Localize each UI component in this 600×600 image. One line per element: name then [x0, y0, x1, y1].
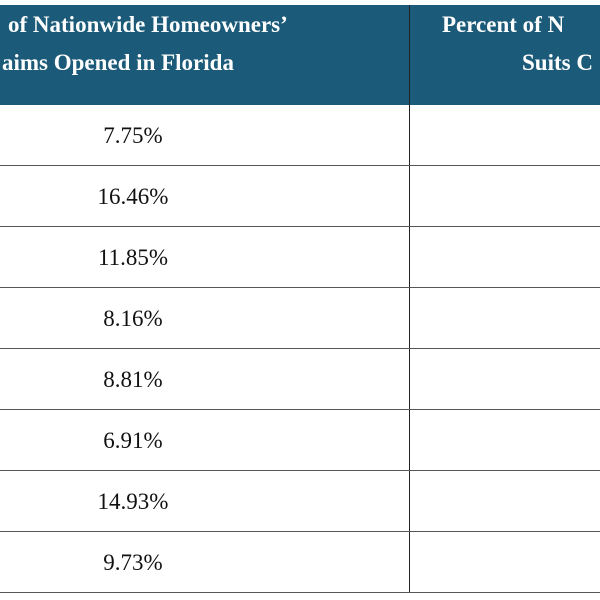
row-divider: [0, 470, 600, 471]
row-divider: [0, 287, 600, 288]
header-text: Percent of N: [442, 12, 565, 37]
cell-value: 7.75%: [103, 123, 163, 148]
row-divider: [0, 409, 600, 410]
cell-value: 16.46%: [97, 184, 169, 209]
table-header: [0, 5, 600, 105]
row-divider: [0, 592, 600, 593]
cell-value: 9.73%: [103, 550, 163, 575]
row-divider: [0, 226, 600, 227]
header-text: of Nationwide Homeowners’: [8, 12, 288, 37]
header-text: aims Opened in Florida: [2, 50, 234, 75]
row-divider: [0, 348, 600, 349]
cell-value: 8.16%: [103, 306, 163, 331]
row-divider: [0, 531, 600, 532]
cell-value: 14.93%: [97, 489, 169, 514]
header-text: Suits C: [522, 50, 593, 75]
cell-value: 8.81%: [103, 367, 163, 392]
cell-value: 11.85%: [97, 245, 169, 270]
row-divider: [0, 165, 600, 166]
cell-value: 6.91%: [103, 428, 163, 453]
column-divider: [409, 5, 410, 593]
